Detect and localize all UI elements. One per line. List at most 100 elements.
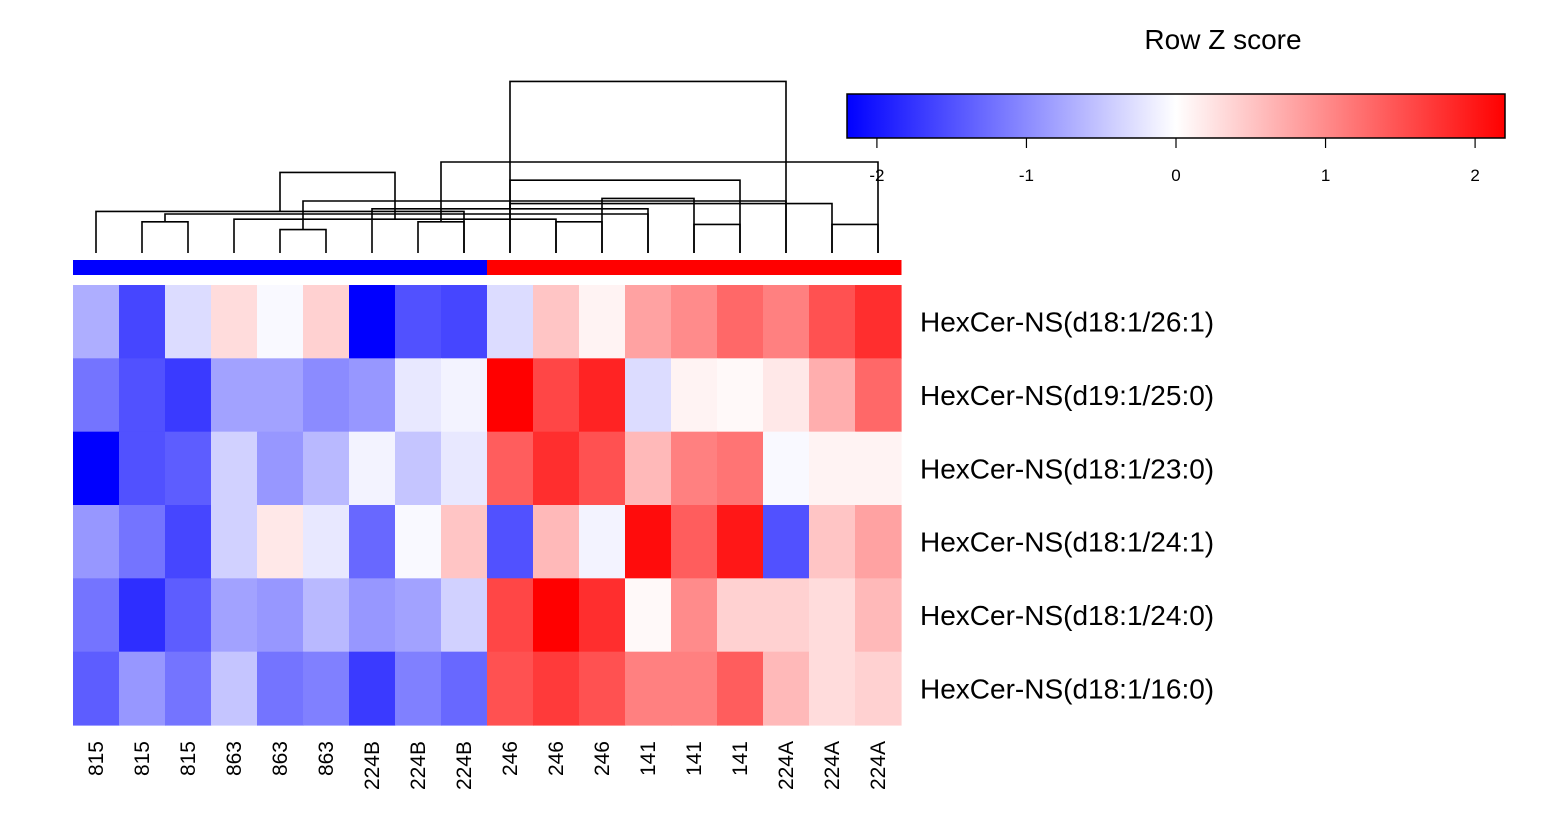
heatmap-cell xyxy=(303,358,350,433)
heatmap-cell xyxy=(349,505,396,579)
heatmap-cell xyxy=(257,431,304,506)
legend-color-bar xyxy=(846,93,1506,139)
heatmap-cell xyxy=(441,431,488,506)
heatmap-cell xyxy=(763,505,810,579)
heatmap-cell xyxy=(165,285,212,359)
heatmap-cell xyxy=(119,578,166,653)
heatmap-cell xyxy=(487,505,534,579)
heatmap-cell xyxy=(257,578,304,653)
column-label: 246 xyxy=(499,741,522,776)
heatmap-cell xyxy=(487,285,534,359)
heatmap-cell xyxy=(303,651,350,726)
heatmap-cell xyxy=(579,651,626,726)
heatmap-cell xyxy=(257,651,304,726)
heatmap-cell xyxy=(671,431,718,506)
heatmap-cell xyxy=(165,505,212,579)
column-label: 224B xyxy=(407,741,430,790)
column-label: 246 xyxy=(545,741,568,776)
dendrogram-branch xyxy=(233,218,557,253)
heatmap-cell xyxy=(165,578,212,653)
dendrogram-branch xyxy=(509,179,741,253)
column-label: 224A xyxy=(867,741,890,790)
dendrogram-branch xyxy=(509,202,833,253)
row-label: HexCer-NS(d18:1/24:0) xyxy=(920,600,1214,631)
column-label: 863 xyxy=(315,741,338,776)
heatmap-cell xyxy=(809,285,856,359)
column-label: 224A xyxy=(775,741,798,790)
heatmap-cell xyxy=(671,358,718,433)
heatmap-cell xyxy=(119,431,166,506)
heatmap-cells xyxy=(73,285,902,726)
heatmap-cell xyxy=(211,431,258,506)
dendrogram-branch xyxy=(509,80,787,253)
heatmap-cell xyxy=(625,651,672,726)
heatmap-cell xyxy=(165,358,212,433)
heatmap-cell xyxy=(579,285,626,359)
heatmap-cell xyxy=(119,358,166,433)
color-legend: Row Z score -2 -1 0 1 2 xyxy=(846,24,1506,185)
heatmap-cell xyxy=(73,431,120,506)
heatmap-cell xyxy=(533,431,580,506)
legend-tick-label: -2 xyxy=(869,166,884,185)
heatmap-cell xyxy=(809,431,856,506)
heatmap-cell xyxy=(809,578,856,653)
heatmap-cell xyxy=(625,505,672,579)
legend-tick-label: 1 xyxy=(1321,166,1330,185)
dendrogram-branch xyxy=(279,171,396,220)
column-group-bar xyxy=(73,260,902,275)
heatmap-cell xyxy=(73,651,120,726)
heatmap-cell xyxy=(211,651,258,726)
heatmap-cell xyxy=(809,358,856,433)
heatmap-cell xyxy=(671,505,718,579)
heatmap-cell xyxy=(165,651,212,726)
heatmap-cell xyxy=(487,431,534,506)
column-labels: 815 815 815 863 863 863 224B 224B 224B 246 246 246 1… xyxy=(85,741,890,790)
heatmap-cell xyxy=(441,358,488,433)
column-group-segment xyxy=(73,260,488,275)
row-label: HexCer-NS(d18:1/23:0) xyxy=(920,453,1214,484)
heatmap-cell xyxy=(717,358,764,433)
heatmap-cell xyxy=(579,578,626,653)
heatmap-cell xyxy=(625,578,672,653)
heatmap-cell xyxy=(533,358,580,433)
heatmap-cell xyxy=(211,578,258,653)
column-label: 863 xyxy=(269,741,292,776)
heatmap-cell xyxy=(855,578,902,653)
heatmap-cell xyxy=(855,431,902,506)
heatmap-cell xyxy=(441,285,488,359)
heatmap-cell xyxy=(441,578,488,653)
heatmap-cell xyxy=(487,578,534,653)
heatmap-cell xyxy=(671,651,718,726)
heatmap-cell xyxy=(763,285,810,359)
heatmap-cell xyxy=(487,651,534,726)
heatmap-cell xyxy=(257,505,304,579)
heatmap-cell xyxy=(73,285,120,359)
dendrogram-branch xyxy=(141,221,189,253)
heatmap-cell xyxy=(303,285,350,359)
column-label: 141 xyxy=(729,741,752,776)
heatmap-cell xyxy=(763,651,810,726)
dendrogram-branch xyxy=(831,223,879,253)
heatmap-cell xyxy=(763,358,810,433)
heatmap-cell xyxy=(395,431,442,506)
heatmap-cell xyxy=(73,358,120,433)
heatmap-cell xyxy=(809,651,856,726)
heatmap-cell xyxy=(717,578,764,653)
row-label: HexCer-NS(d18:1/26:1) xyxy=(920,307,1214,338)
heatmap-cell xyxy=(717,651,764,726)
heatmap-cell xyxy=(487,358,534,433)
column-dendrogram xyxy=(95,80,879,253)
heatmap-cell xyxy=(165,431,212,506)
heatmap-cell xyxy=(303,578,350,653)
heatmap-cell xyxy=(349,651,396,726)
heatmap-cell xyxy=(579,505,626,579)
heatmap-cell xyxy=(763,431,810,506)
heatmap-cell xyxy=(395,285,442,359)
heatmap-cell xyxy=(349,358,396,433)
heatmap-cell xyxy=(395,651,442,726)
heatmap-cell xyxy=(349,285,396,359)
column-label: 863 xyxy=(223,741,246,776)
heatmap-cell xyxy=(119,505,166,579)
heatmap-cell xyxy=(119,651,166,726)
